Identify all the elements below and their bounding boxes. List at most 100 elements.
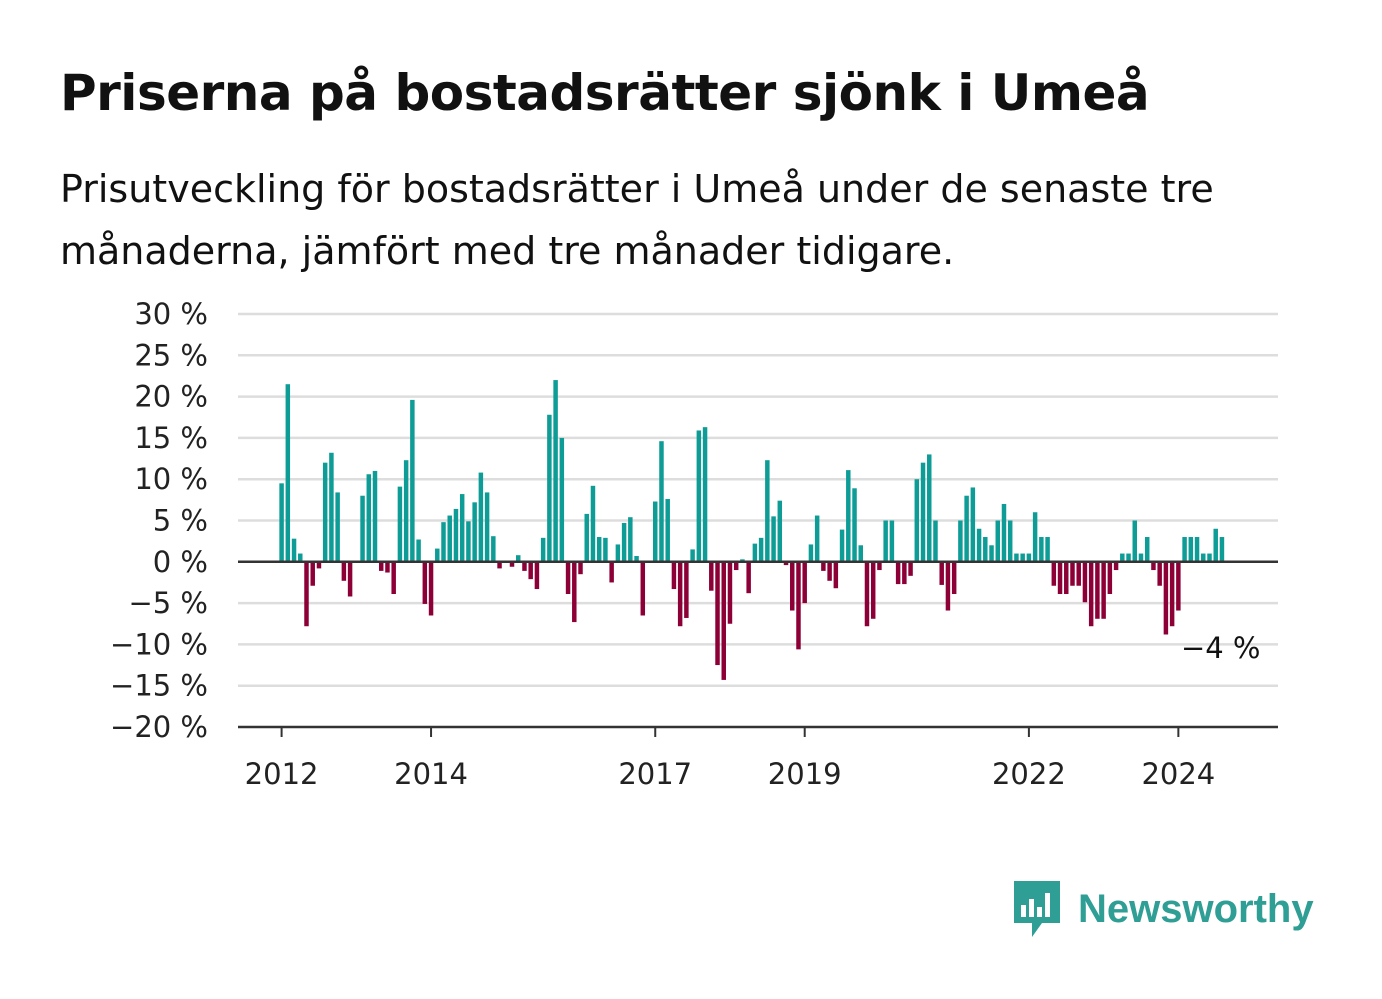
bar (665, 499, 670, 562)
y-tick-label: 5 % (153, 504, 208, 538)
x-tick-label: 2017 (618, 757, 692, 791)
bar (858, 545, 863, 562)
bar (771, 516, 776, 562)
bar (927, 454, 932, 562)
brand-name: Newsworthy (1078, 886, 1314, 931)
y-tick-label: 10 % (134, 462, 208, 496)
bar (435, 548, 440, 562)
bar (615, 544, 621, 562)
bar (808, 544, 814, 562)
bar (983, 537, 988, 562)
bar (621, 522, 627, 562)
bar (783, 561, 789, 566)
bar (1188, 537, 1194, 562)
bar (1095, 561, 1100, 619)
brand-logo: Newsworthy (1010, 877, 1314, 941)
bar (491, 536, 496, 562)
bar (765, 460, 770, 562)
bar (584, 513, 589, 562)
bar (1207, 553, 1212, 562)
bar (603, 537, 608, 562)
bar (1132, 520, 1137, 562)
bar (1014, 553, 1019, 562)
bar (733, 561, 739, 571)
bar (291, 538, 297, 562)
bar (877, 561, 882, 571)
bar (540, 537, 546, 562)
bar (777, 500, 783, 562)
bar (285, 384, 291, 562)
bar (802, 561, 807, 604)
bar (995, 520, 1000, 562)
bar (609, 561, 614, 583)
bar (1113, 561, 1119, 571)
bar (453, 508, 459, 562)
y-tick-label: 20 % (134, 380, 208, 414)
bar (478, 472, 484, 562)
bar (1039, 537, 1044, 562)
bar (372, 470, 378, 562)
bar (914, 479, 920, 562)
y-tick-label: 15 % (134, 421, 208, 455)
bar (497, 561, 502, 569)
bar (640, 561, 646, 616)
bar (422, 561, 428, 604)
bar (397, 486, 403, 562)
x-tick-label: 2022 (992, 757, 1066, 791)
bar (1151, 561, 1156, 571)
bar (416, 539, 421, 562)
x-tick-label: 2024 (1141, 757, 1215, 791)
y-tick-label: −10 % (110, 627, 208, 661)
y-tick-label: 0 % (153, 545, 208, 579)
bar (634, 556, 639, 562)
bar (1163, 561, 1169, 635)
bar (329, 452, 334, 562)
bar (1020, 553, 1025, 562)
bar (889, 520, 895, 562)
bar (702, 427, 708, 562)
bar (528, 561, 533, 580)
bar (1182, 537, 1187, 562)
bar (378, 561, 384, 571)
bar (578, 561, 583, 575)
bar (1064, 561, 1069, 595)
bar (347, 561, 353, 597)
latest-value-label: −4 % (1181, 631, 1261, 665)
bar (814, 515, 820, 562)
x-tick-label: 2012 (245, 757, 319, 791)
bar (951, 561, 957, 595)
bar (590, 485, 596, 562)
y-tick-label: −20 % (110, 710, 208, 744)
bar (690, 549, 695, 562)
bar (970, 487, 976, 562)
bar (883, 520, 888, 562)
bar (964, 495, 969, 562)
bar (677, 561, 683, 627)
bar (839, 529, 845, 562)
bar (790, 561, 795, 611)
bar (746, 561, 751, 594)
bar (846, 470, 851, 562)
bar (727, 561, 733, 624)
bar (989, 545, 994, 562)
bar (304, 561, 309, 627)
y-tick-label: 30 % (134, 297, 208, 331)
chart-title: Priserna på bostadsrätter sjönk i Umeå (60, 64, 1150, 122)
bar (553, 380, 558, 562)
bar (410, 399, 415, 562)
bar (796, 561, 801, 650)
bar-chart-speech-bubble-icon (1014, 881, 1060, 937)
bar (516, 555, 521, 562)
y-tick-label: −5 % (128, 586, 208, 620)
bar (1032, 512, 1038, 562)
x-tick-label: 2019 (768, 757, 842, 791)
bar (547, 414, 552, 562)
bar (428, 561, 434, 616)
bar (1057, 561, 1063, 595)
bar (1070, 561, 1075, 586)
bar (976, 528, 982, 562)
bar (958, 520, 963, 562)
bar (833, 561, 839, 589)
bar (279, 483, 284, 562)
